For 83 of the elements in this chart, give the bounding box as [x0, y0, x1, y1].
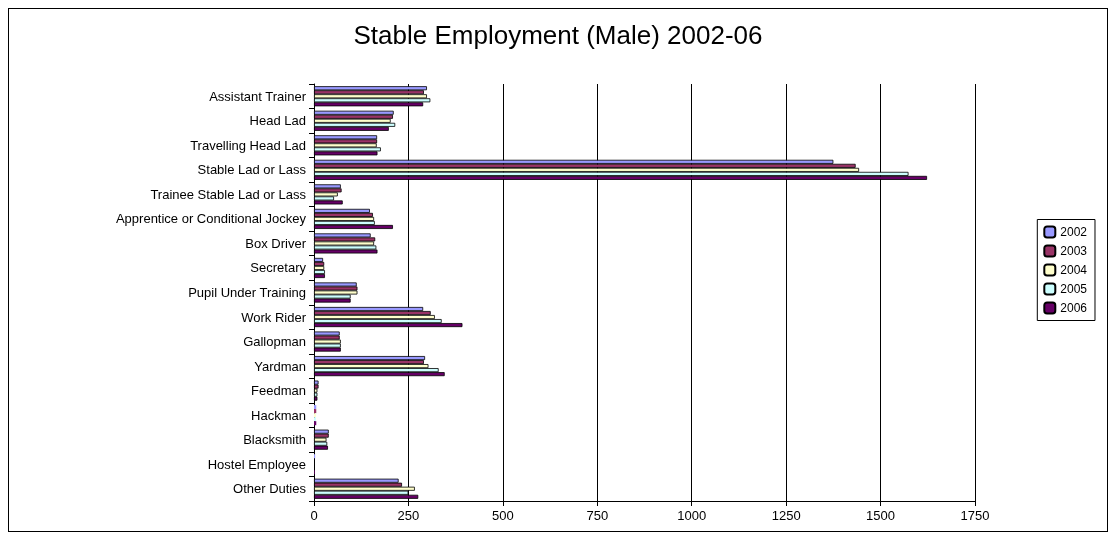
y-tick-label: Blacksmith [243, 432, 306, 448]
bar [314, 224, 393, 229]
y-tick-label: Head Lad [249, 113, 306, 129]
bar [314, 298, 351, 303]
bar [314, 257, 324, 262]
bar [314, 311, 431, 316]
bar [314, 249, 378, 254]
y-tick-label: Feedman [251, 383, 306, 399]
legend-label: 2006 [1060, 301, 1088, 315]
legend-label: 2005 [1060, 282, 1088, 296]
x-tick-label: 1250 [771, 508, 801, 523]
bar [314, 290, 358, 295]
y-tick-label: Yardman [254, 358, 306, 374]
bar [314, 241, 375, 246]
bar [314, 282, 357, 287]
bar [314, 433, 329, 438]
x-tick-label: 1500 [866, 508, 896, 523]
bar [314, 200, 343, 205]
bar [314, 143, 377, 148]
bar [314, 343, 341, 348]
bar [314, 188, 342, 193]
bar [314, 110, 394, 115]
bar [314, 384, 319, 389]
bar [314, 151, 378, 156]
x-tick-label: 500 [492, 508, 514, 523]
bar [314, 478, 399, 483]
y-tick-label: Travelling Head Lad [190, 137, 306, 153]
y-tick-label: Hackman [251, 407, 306, 423]
x-tick-label: 750 [586, 508, 609, 523]
bar [314, 98, 431, 103]
bar [314, 265, 325, 270]
bar [314, 261, 325, 266]
bar [314, 94, 427, 99]
bar [314, 380, 319, 385]
bar [314, 184, 341, 189]
bar [314, 118, 391, 123]
legend-label: 2003 [1060, 244, 1088, 258]
bar [314, 122, 396, 127]
bar [314, 331, 340, 336]
bar [314, 192, 338, 197]
y-tick-label: Pupil Under Training [188, 285, 306, 300]
chart-title: Stable Employment (Male) 2002-06 [353, 20, 763, 50]
bar [314, 441, 328, 446]
y-tick-label: Work Rider [241, 309, 307, 325]
y-tick-label: Secretary [250, 260, 307, 276]
bar [314, 208, 370, 213]
bar [314, 335, 340, 340]
bar [314, 139, 378, 144]
legend-label: 2004 [1060, 263, 1088, 277]
x-tick-label: 1750 [960, 508, 990, 523]
x-tick-label: 0 [310, 508, 318, 523]
bar [314, 396, 318, 401]
bar [314, 392, 318, 397]
y-tick-label: Gallopman [243, 334, 306, 350]
bar [314, 347, 341, 352]
y-tick-label: Assistant Trainer [209, 88, 307, 104]
legend-label: 2002 [1060, 225, 1088, 239]
bar [314, 237, 376, 242]
x-tick-label: 250 [397, 508, 420, 523]
bar [314, 437, 327, 442]
y-tick-label: Other Duties [233, 481, 307, 497]
bar [314, 147, 381, 152]
bar [314, 388, 318, 393]
bar [314, 269, 325, 274]
bar [314, 339, 341, 344]
bar [314, 429, 329, 434]
bar [314, 274, 325, 279]
bar [314, 216, 375, 221]
y-tick-label: Box Driver [245, 235, 307, 251]
bar [314, 114, 393, 119]
x-tick-label: 1000 [677, 508, 707, 523]
y-tick-label: Trainee Stable Lad or Lass [150, 186, 307, 202]
bar [314, 90, 424, 95]
y-tick-label: Hostel Employee [207, 456, 306, 472]
bar [314, 445, 328, 450]
bar [314, 212, 373, 217]
bar [314, 163, 856, 168]
bar [314, 245, 377, 250]
y-tick-label: Stable Lad or Lass [197, 162, 307, 178]
bar [314, 135, 378, 140]
y-tick-label: Apprentice or Conditional Jockey [115, 211, 307, 227]
bar [314, 286, 358, 291]
bar [314, 233, 371, 238]
